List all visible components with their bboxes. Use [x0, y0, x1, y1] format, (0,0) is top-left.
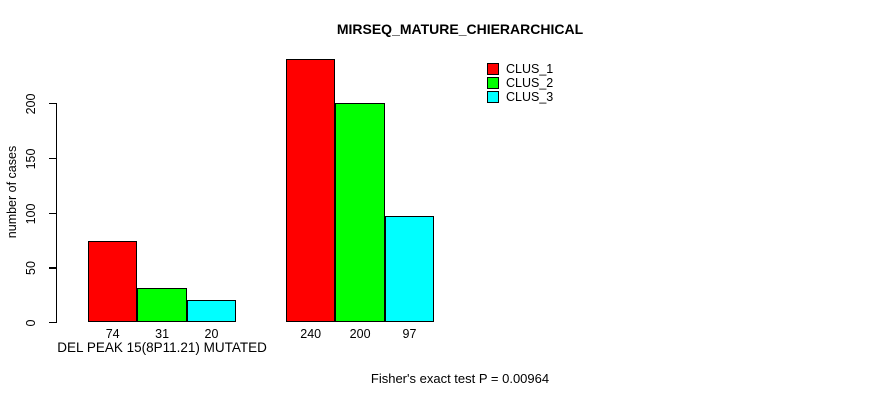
y-axis-line [56, 103, 58, 323]
legend-swatch [487, 91, 499, 103]
y-axis-tick-label: 150 [24, 148, 38, 170]
bar-value-label: 240 [300, 327, 322, 341]
legend-item-label: CLUS_2 [506, 76, 554, 90]
legend-item-label: CLUS_3 [506, 90, 554, 104]
bar-value-label: 20 [204, 327, 219, 341]
legend: CLUS_1 CLUS_2 CLUS_3 [487, 62, 553, 104]
legend-item: CLUS_3 [487, 90, 553, 104]
legend-swatch [487, 63, 499, 75]
legend-item: CLUS_1 [487, 62, 553, 76]
legend-swatch [487, 77, 499, 89]
y-axis-tick-label: 50 [24, 261, 38, 276]
group-label: DEL PEAK 15(8P11.21) MUTATED [57, 340, 267, 355]
bar-clus_1-group2 [286, 59, 336, 322]
bar-clus_3-group1 [186, 300, 237, 322]
y-axis-tick [49, 157, 56, 160]
bar-value-label: 97 [402, 327, 417, 341]
legend-item-label: CLUS_1 [506, 62, 554, 76]
y-axis-tick-label: 200 [24, 93, 38, 115]
bar-value-label: 74 [105, 327, 120, 341]
bar-clus_3-group2 [384, 215, 435, 322]
y-axis-tick-label: 100 [24, 203, 38, 224]
y-axis-label: number of cases [5, 145, 19, 239]
bar-clus_2-group2 [335, 103, 385, 322]
y-axis-tick [49, 322, 56, 324]
y-axis-tick [49, 212, 56, 214]
y-axis-tick [49, 103, 56, 105]
footer-annotation: Fisher's exact test P = 0.00964 [370, 371, 550, 386]
chart-title: MIRSEQ_MATURE_CHIERARCHICAL [336, 21, 584, 37]
bar-clus_2-group1 [137, 288, 187, 322]
y-axis-tick [49, 267, 56, 269]
y-axis-tick-label: 0 [24, 319, 38, 327]
bar-value-label: 200 [349, 327, 371, 341]
legend-item: CLUS_2 [487, 76, 553, 90]
bar-value-label: 31 [155, 327, 170, 341]
bar-clus_1-group1 [88, 240, 138, 322]
